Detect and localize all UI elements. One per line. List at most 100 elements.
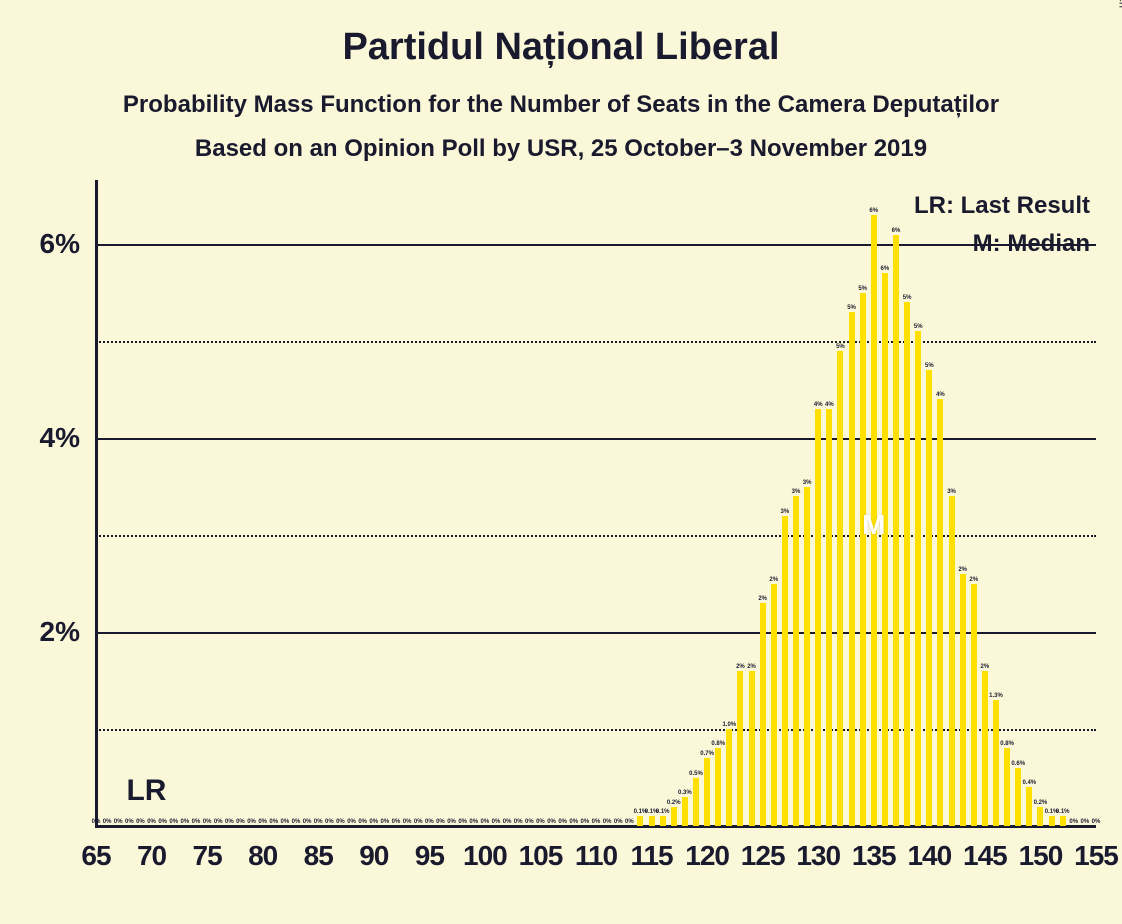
bar-value-label: 4% xyxy=(814,402,823,408)
bar-value-label: 0.8% xyxy=(711,741,725,747)
bar: 6% xyxy=(882,273,888,826)
bar: 5% xyxy=(860,293,866,826)
bar-value-label: 0% xyxy=(558,819,567,825)
bar: 0.1% xyxy=(660,816,666,826)
bar: 0.1% xyxy=(649,816,655,826)
bar-value-label: 0% xyxy=(569,819,578,825)
bar-value-label: 0% xyxy=(581,819,590,825)
bar: 4% xyxy=(815,409,821,826)
bar-value-label: 0% xyxy=(125,819,134,825)
x-tick-label: 150 xyxy=(1019,840,1063,872)
bar-value-label: 0% xyxy=(103,819,112,825)
x-tick-label: 110 xyxy=(575,840,617,872)
bar-value-label: 0% xyxy=(536,819,545,825)
bar-value-label: 0% xyxy=(114,819,123,825)
bar: 0.8% xyxy=(715,748,721,826)
bar: 2% xyxy=(771,584,777,826)
bar-value-label: 0% xyxy=(369,819,378,825)
bar-value-label: 0% xyxy=(1092,819,1101,825)
bar-value-label: 0% xyxy=(269,819,278,825)
plot-area: 2%4%6% LR: Last Result M: Median LR 0%0%… xyxy=(96,186,1096,826)
bar-value-label: 0.6% xyxy=(1011,761,1025,767)
bar-value-label: 3% xyxy=(803,480,812,486)
x-tick-label: 90 xyxy=(359,840,388,872)
bar: 3% xyxy=(949,496,955,826)
bar-value-label: 0% xyxy=(1069,819,1078,825)
bar-value-label: 0% xyxy=(414,819,423,825)
bar-value-label: 2% xyxy=(758,596,767,602)
bar-value-label: 0% xyxy=(136,819,145,825)
bar-value-label: 0% xyxy=(336,819,345,825)
bar: 3% xyxy=(782,516,788,826)
bar: 0.8% xyxy=(1004,748,1010,826)
bar-value-label: 0% xyxy=(347,819,356,825)
bar-value-label: 0% xyxy=(281,819,290,825)
x-tick-label: 100 xyxy=(463,840,507,872)
chart-subtitle-2: Based on an Opinion Poll by USR, 25 Octo… xyxy=(0,135,1122,163)
bar: 5% xyxy=(915,331,921,826)
bar: 0.2% xyxy=(1037,807,1043,826)
x-tick-label: 120 xyxy=(685,840,729,872)
bar-value-label: 0% xyxy=(614,819,623,825)
bar: 1.3% xyxy=(993,700,999,826)
chart-container: © 2020 Filip van Laenen Partidul Naționa… xyxy=(0,0,1122,924)
bar-value-label: 0% xyxy=(192,819,201,825)
bar-value-label: 3% xyxy=(947,489,956,495)
y-tick-label: 2% xyxy=(40,616,96,648)
bar-value-label: 0% xyxy=(514,819,523,825)
bar-value-label: 2% xyxy=(736,664,745,670)
bar-value-label: 0% xyxy=(247,819,256,825)
bar: 2% xyxy=(760,603,766,826)
bar-value-label: 0% xyxy=(225,819,234,825)
x-tick-label: 75 xyxy=(193,840,222,872)
bar-value-label: 0% xyxy=(458,819,467,825)
bar-value-label: 0% xyxy=(392,819,401,825)
bar-value-label: 0.1% xyxy=(656,809,670,815)
bar-value-label: 5% xyxy=(925,363,934,369)
bar-value-label: 0% xyxy=(214,819,223,825)
bar: 0.1% xyxy=(1060,816,1066,826)
bar-value-label: 0.7% xyxy=(700,751,714,757)
bar-value-label: 0.2% xyxy=(667,800,681,806)
bar-value-label: 0% xyxy=(469,819,478,825)
bar: 2% xyxy=(971,584,977,826)
bar-value-label: 0.5% xyxy=(689,771,703,777)
bar-value-label: 0% xyxy=(358,819,367,825)
bar: 4% xyxy=(937,399,943,826)
copyright-text: © 2020 Filip van Laenen xyxy=(1116,0,1122,8)
bar: 2% xyxy=(960,574,966,826)
bar-value-label: 0% xyxy=(1081,819,1090,825)
bar: 0.7% xyxy=(704,758,710,826)
bar-value-label: 0% xyxy=(158,819,167,825)
bar-value-label: 5% xyxy=(836,344,845,350)
bar-value-label: 5% xyxy=(858,286,867,292)
bar-value-label: 2% xyxy=(958,567,967,573)
chart-title: Partidul Național Liberal xyxy=(0,0,1122,69)
bar-value-label: 0.3% xyxy=(678,790,692,796)
bar-value-label: 2% xyxy=(769,577,778,583)
x-tick-label: 70 xyxy=(137,840,166,872)
bar-value-label: 0% xyxy=(492,819,501,825)
x-tick-label: 155 xyxy=(1074,840,1118,872)
bar: 2% xyxy=(982,671,988,826)
bar-value-label: 0.2% xyxy=(1034,800,1048,806)
bar-value-label: 0% xyxy=(181,819,190,825)
bar-value-label: 0% xyxy=(547,819,556,825)
bar-value-label: 0% xyxy=(503,819,512,825)
bar: 0.6% xyxy=(1015,768,1021,826)
x-tick-labels: 6570758085909510010511011512012513013514… xyxy=(96,826,1096,876)
bar-value-label: 0% xyxy=(436,819,445,825)
x-tick-label: 80 xyxy=(248,840,277,872)
bar: 5% xyxy=(926,370,932,826)
bar: 3% xyxy=(804,487,810,826)
bar: 5% xyxy=(837,351,843,826)
bar: 5% xyxy=(904,302,910,826)
bar-value-label: 0% xyxy=(147,819,156,825)
bar-value-label: 1.3% xyxy=(989,693,1003,699)
bar-value-label: 0% xyxy=(525,819,534,825)
bar: 0.2% xyxy=(671,807,677,826)
bar-value-label: 0.1% xyxy=(1056,809,1070,815)
bar: 0.3% xyxy=(682,797,688,826)
bar-value-label: 0.4% xyxy=(1022,780,1036,786)
chart-subtitle-1: Probability Mass Function for the Number… xyxy=(0,91,1122,119)
